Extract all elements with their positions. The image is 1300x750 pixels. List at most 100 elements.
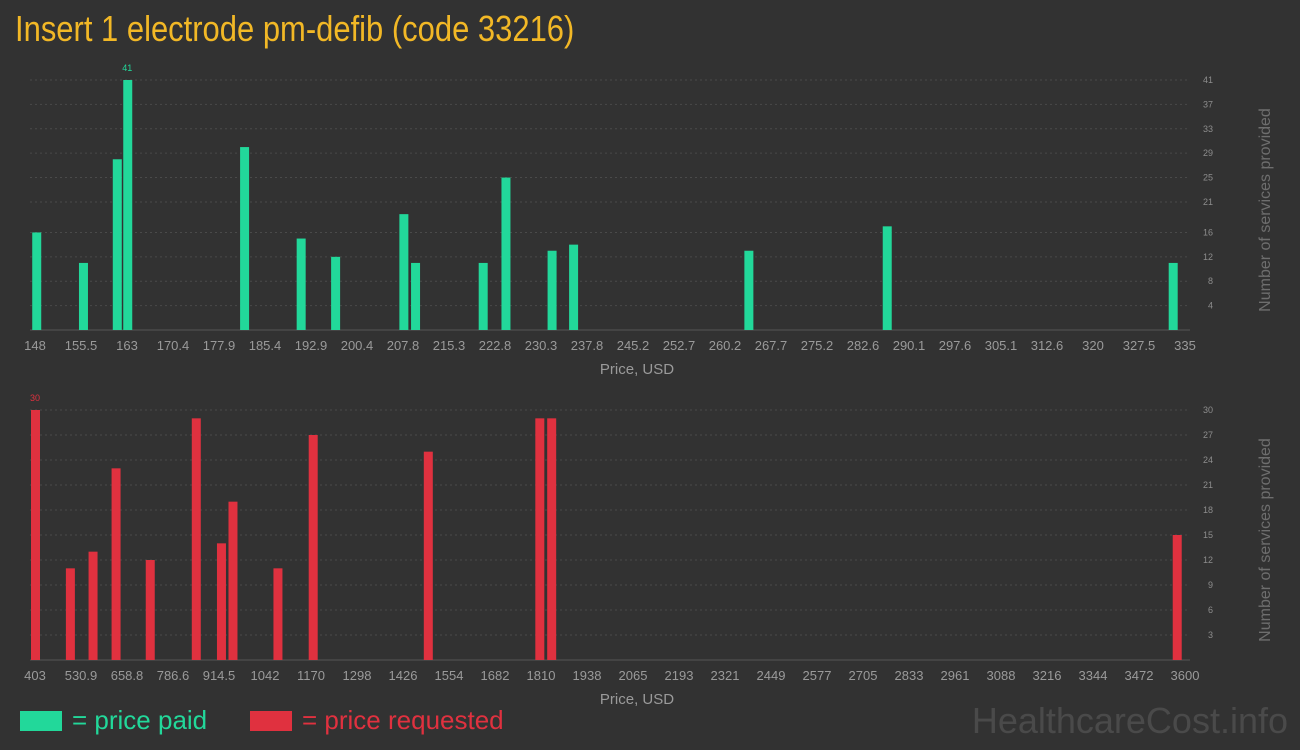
bar bbox=[145, 560, 155, 660]
bar bbox=[501, 177, 511, 330]
x-tick-label: 1170 bbox=[297, 668, 325, 683]
x-tick-label: 290.1 bbox=[893, 338, 926, 353]
x-tick-label: 207.8 bbox=[387, 338, 420, 353]
x-tick-label: 2833 bbox=[895, 668, 924, 683]
bar bbox=[411, 262, 421, 330]
y-tick-label: 4 bbox=[1208, 301, 1213, 311]
y-tick-label: 8 bbox=[1208, 276, 1213, 286]
bar bbox=[296, 238, 306, 330]
x-tick-label: 155.5 bbox=[65, 338, 98, 353]
x-tick-label: 1938 bbox=[573, 668, 602, 683]
bar bbox=[744, 250, 754, 330]
x-tick-label: 237.8 bbox=[571, 338, 604, 353]
y-tick-label: 33 bbox=[1203, 124, 1213, 134]
y-tick-label: 6 bbox=[1208, 605, 1213, 615]
bar bbox=[535, 418, 545, 660]
y-tick-label: 3 bbox=[1208, 630, 1213, 640]
bar bbox=[112, 159, 122, 330]
bar bbox=[331, 256, 341, 330]
bar bbox=[547, 250, 557, 330]
x-tick-label: 163 bbox=[116, 338, 138, 353]
bar bbox=[78, 262, 88, 330]
bar bbox=[240, 147, 250, 330]
bar bbox=[32, 232, 42, 330]
requested-price-chart: 3 6 9 12 15 18 21 24 27 30 30 403 530.9 658.8 786.6 914… bbox=[24, 393, 1274, 708]
x-axis-label: Price, USD bbox=[600, 361, 674, 378]
x-tick-label: 2577 bbox=[803, 668, 832, 683]
bar bbox=[1172, 535, 1182, 660]
x-axis-label: Price, USD bbox=[600, 691, 674, 708]
x-tick-label: 192.9 bbox=[295, 338, 328, 353]
bar bbox=[547, 418, 557, 660]
y-tick-label: 16 bbox=[1203, 227, 1213, 237]
x-tick-label: 185.4 bbox=[249, 338, 282, 353]
x-tick-label: 3344 bbox=[1079, 668, 1108, 683]
x-tick-label: 403 bbox=[24, 668, 46, 683]
x-tick-label: 230.3 bbox=[525, 338, 558, 353]
bar bbox=[216, 543, 226, 660]
x-tick-label: 335 bbox=[1174, 338, 1196, 353]
bar bbox=[65, 568, 75, 660]
legend-requested-swatch bbox=[250, 710, 292, 731]
x-tick-label: 297.6 bbox=[939, 338, 972, 353]
bar bbox=[308, 435, 318, 660]
legend-paid-swatch bbox=[20, 710, 62, 731]
x-tick-label: 2961 bbox=[941, 668, 970, 683]
y-tick-label: 41 bbox=[1203, 75, 1213, 85]
y-tick-label: 29 bbox=[1203, 148, 1213, 158]
bar bbox=[88, 551, 98, 660]
bar bbox=[882, 226, 892, 330]
y-tick-label: 24 bbox=[1203, 455, 1213, 465]
x-tick-label: 2705 bbox=[849, 668, 878, 683]
y-tick-label: 25 bbox=[1203, 173, 1213, 183]
x-tick-label: 215.3 bbox=[433, 338, 466, 353]
y-tick-label: 12 bbox=[1203, 555, 1213, 565]
y-tick-label: 15 bbox=[1203, 530, 1213, 540]
chart-title: Insert 1 electrode pm-defib (code 33216) bbox=[15, 8, 575, 49]
max-value-label: 30 bbox=[30, 393, 40, 403]
bar bbox=[31, 410, 40, 660]
x-tick-label: 327.5 bbox=[1123, 338, 1156, 353]
paid-price-chart: 4 8 12 16 21 25 29 33 37 41 41 148 155.5 163 170.4 177.… bbox=[24, 63, 1274, 378]
x-tick-label: 2449 bbox=[757, 668, 786, 683]
x-tick-label: 2193 bbox=[665, 668, 694, 683]
x-tick-label: 3216 bbox=[1033, 668, 1062, 683]
x-tick-label: 2065 bbox=[619, 668, 648, 683]
y-axis-label: Number of services provided bbox=[1257, 438, 1274, 642]
y-tick-label: 21 bbox=[1203, 480, 1213, 490]
x-tick-label: 177.9 bbox=[203, 338, 236, 353]
brand-watermark: HealthcareCost.info bbox=[971, 700, 1288, 741]
bar bbox=[191, 418, 201, 660]
bar bbox=[1168, 262, 1178, 330]
max-value-label: 41 bbox=[122, 63, 132, 73]
legend-requested: = price requested bbox=[250, 705, 504, 736]
x-tick-label: 530.9 bbox=[65, 668, 98, 683]
bar bbox=[399, 214, 409, 330]
x-tick-label: 312.6 bbox=[1031, 338, 1064, 353]
x-tick-label: 914.5 bbox=[203, 668, 236, 683]
y-tick-label: 12 bbox=[1203, 252, 1213, 262]
bar bbox=[423, 451, 433, 660]
x-tick-label: 252.7 bbox=[663, 338, 696, 353]
x-tick-label: 320 bbox=[1082, 338, 1104, 353]
y-tick-label: 21 bbox=[1203, 197, 1213, 207]
x-tick-label: 1682 bbox=[481, 668, 510, 683]
bar bbox=[228, 501, 238, 660]
bar bbox=[569, 244, 579, 330]
x-tick-label: 282.6 bbox=[847, 338, 880, 353]
x-tick-label: 200.4 bbox=[341, 338, 374, 353]
legend-requested-label: = price requested bbox=[302, 705, 504, 735]
x-tick-label: 3088 bbox=[987, 668, 1016, 683]
bar bbox=[123, 80, 133, 330]
y-axis-label: Number of services provided bbox=[1257, 108, 1274, 312]
bar bbox=[478, 262, 488, 330]
y-tick-label: 18 bbox=[1203, 505, 1213, 515]
x-tick-label: 786.6 bbox=[157, 668, 190, 683]
x-tick-label: 1042 bbox=[251, 668, 280, 683]
x-tick-label: 1426 bbox=[389, 668, 418, 683]
x-tick-label: 658.8 bbox=[111, 668, 144, 683]
y-tick-label: 27 bbox=[1203, 430, 1213, 440]
x-tick-label: 2321 bbox=[711, 668, 740, 683]
legend-paid-label: = price paid bbox=[72, 705, 208, 735]
x-tick-label: 170.4 bbox=[157, 338, 190, 353]
